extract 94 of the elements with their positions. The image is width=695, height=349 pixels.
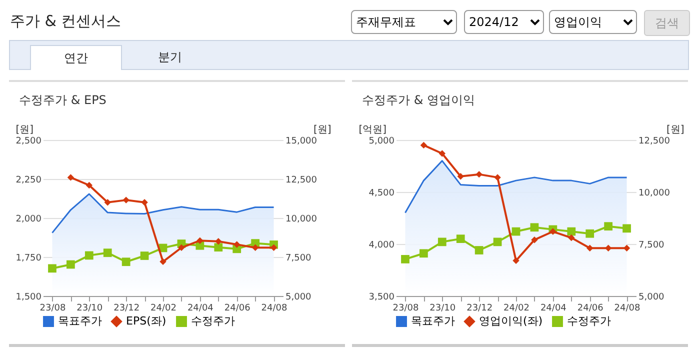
point bbox=[141, 199, 148, 206]
x-tick-label: 23/10 bbox=[76, 304, 103, 314]
y-tick-label: 3,500 bbox=[368, 292, 395, 302]
y2-tick-label: 7,500 bbox=[286, 254, 312, 264]
point bbox=[476, 170, 482, 178]
point bbox=[438, 238, 446, 246]
point bbox=[420, 142, 428, 149]
point bbox=[401, 255, 410, 264]
point bbox=[586, 244, 594, 252]
point bbox=[67, 174, 74, 181]
y-tick-label: 2,250 bbox=[16, 176, 42, 186]
point bbox=[493, 238, 502, 246]
point bbox=[604, 222, 612, 231]
x-tick-label: 23/12 bbox=[466, 304, 493, 314]
point bbox=[66, 260, 75, 269]
point bbox=[104, 199, 111, 206]
y2-tick-label: 5,000 bbox=[286, 292, 312, 302]
point bbox=[214, 243, 223, 252]
point bbox=[103, 248, 112, 257]
legend-label: 수정주가 bbox=[191, 314, 235, 328]
text: 2024/12 bbox=[464, 10, 544, 34]
point bbox=[84, 251, 94, 260]
point bbox=[196, 237, 204, 244]
point bbox=[586, 229, 594, 238]
legend-label: 영업이익(좌) bbox=[479, 314, 543, 328]
y-axis-title: [원] bbox=[16, 124, 34, 136]
point bbox=[457, 173, 464, 180]
point bbox=[178, 244, 185, 251]
y-axis-title: [억원] bbox=[358, 124, 387, 136]
point bbox=[568, 234, 575, 242]
x-tick-label: 24/08 bbox=[261, 304, 288, 314]
text: 검색 bbox=[644, 10, 690, 36]
x-tick-label: 24/02 bbox=[504, 304, 530, 314]
text: 분기 bbox=[157, 49, 183, 66]
y2-axis-title: [원] bbox=[314, 124, 332, 136]
point bbox=[160, 258, 166, 266]
x-tick-label: 23/10 bbox=[430, 304, 456, 314]
x-tick-label: 24/06 bbox=[577, 304, 604, 314]
chart-title: 수정주가 & EPS bbox=[19, 92, 106, 109]
y-tick-label: 4,000 bbox=[368, 240, 395, 250]
point bbox=[604, 244, 612, 252]
x-tick-label: 23/08 bbox=[392, 304, 419, 314]
point bbox=[252, 244, 259, 251]
point bbox=[420, 249, 428, 258]
x-tick-label: 23/08 bbox=[40, 304, 66, 314]
legend-label: 수정주가 bbox=[567, 314, 611, 328]
point bbox=[550, 228, 556, 235]
point bbox=[494, 174, 501, 181]
x-tick-label: 24/02 bbox=[150, 304, 176, 314]
legend-label: 목표주가 bbox=[58, 314, 102, 328]
point bbox=[86, 182, 93, 189]
point bbox=[623, 244, 630, 252]
y-tick-label: 1,750 bbox=[16, 254, 42, 264]
text: 영업이익 bbox=[549, 10, 637, 34]
chart-title: 수정주가 & 영업이익 bbox=[362, 92, 475, 109]
text: 연간 bbox=[30, 45, 122, 70]
point bbox=[48, 264, 56, 273]
legend-label: 목표주가 bbox=[411, 314, 455, 328]
text: 주가 & 컨센서스 bbox=[10, 12, 122, 31]
point bbox=[122, 258, 130, 266]
x-tick-label: 24/04 bbox=[187, 304, 214, 314]
y-tick-label: 5,000 bbox=[368, 136, 395, 146]
y2-tick-label: 15,000 bbox=[286, 136, 318, 146]
y2-axis-title: [원] bbox=[666, 124, 684, 136]
y2-tick-label: 12,500 bbox=[638, 136, 670, 146]
point bbox=[512, 257, 520, 264]
y2-tick-label: 7,500 bbox=[638, 240, 665, 250]
legend-label: EPS(좌) bbox=[126, 314, 166, 328]
y-tick-label: 2,000 bbox=[16, 214, 42, 224]
x-tick-label: 23/12 bbox=[114, 304, 140, 314]
y-tick-label: 4,500 bbox=[368, 188, 395, 198]
y2-tick-label: 5,000 bbox=[638, 292, 665, 302]
x-tick-label: 24/06 bbox=[224, 304, 251, 314]
point bbox=[215, 238, 222, 245]
point bbox=[622, 224, 631, 233]
x-tick-label: 24/08 bbox=[614, 304, 641, 314]
y2-tick-label: 12,500 bbox=[286, 176, 318, 186]
text: 주재무제표 bbox=[351, 10, 457, 34]
point bbox=[456, 234, 465, 243]
y2-tick-label: 10,000 bbox=[286, 214, 318, 224]
point bbox=[512, 227, 520, 236]
y-tick-label: 2,500 bbox=[16, 136, 42, 146]
point bbox=[438, 150, 446, 157]
point bbox=[531, 236, 538, 244]
point bbox=[122, 196, 130, 204]
x-tick-label: 24/04 bbox=[540, 304, 567, 314]
point bbox=[140, 252, 149, 260]
point bbox=[567, 227, 576, 236]
y-tick-label: 1,500 bbox=[16, 292, 42, 302]
y2-tick-label: 10,000 bbox=[638, 188, 670, 198]
point bbox=[270, 244, 278, 251]
point bbox=[233, 241, 240, 248]
point bbox=[530, 223, 539, 232]
point bbox=[474, 246, 484, 254]
